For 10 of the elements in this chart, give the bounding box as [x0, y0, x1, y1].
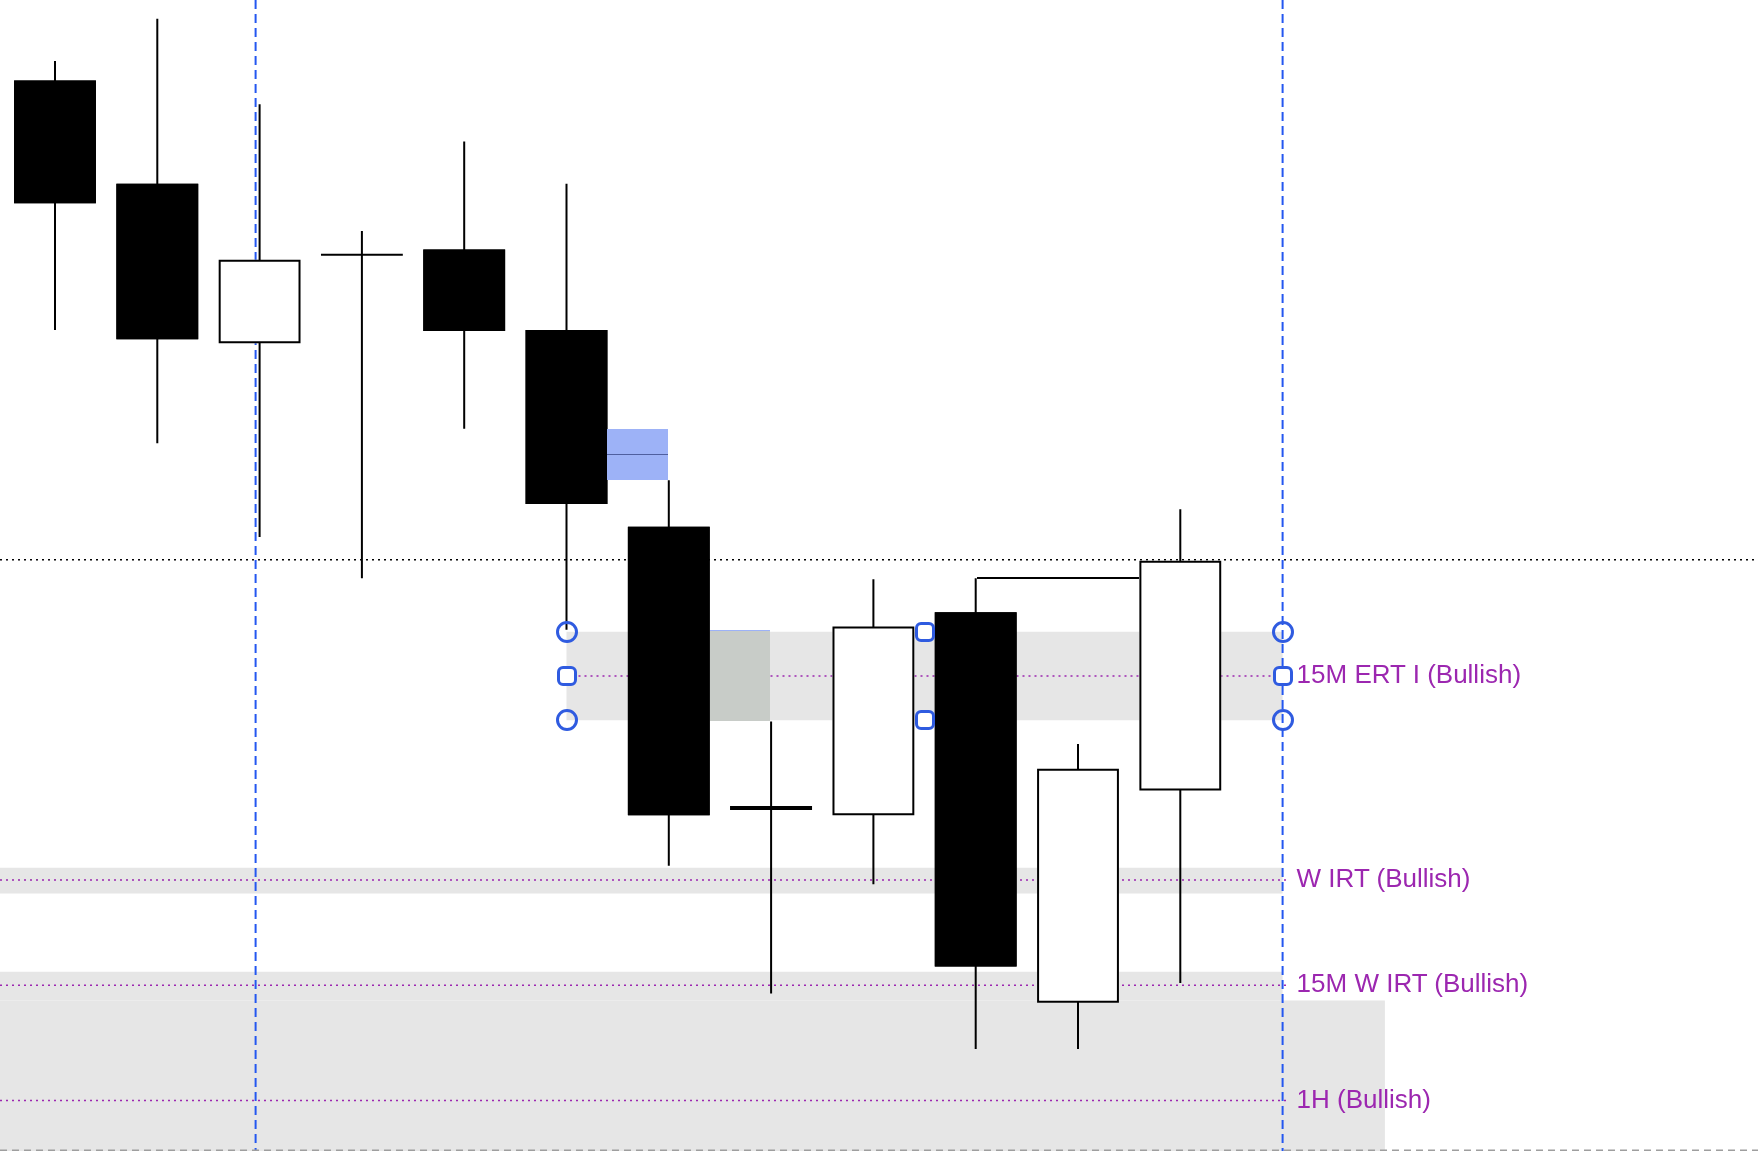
candlestick [14, 60, 96, 331]
candlestick [627, 479, 710, 867]
ref-line-label: 15M W IRT (Bullish) [1296, 968, 1529, 999]
candlestick [116, 17, 199, 445]
ref-line-label: 1H (Bullish) [1296, 1083, 1431, 1114]
candlestick [218, 103, 301, 538]
candlestick [1037, 743, 1119, 1051]
candlestick [423, 140, 506, 430]
ref-line-label: 15M ERT I (Bullish) [1296, 659, 1522, 690]
ref-line-label: W IRT (Bullish) [1296, 863, 1471, 894]
